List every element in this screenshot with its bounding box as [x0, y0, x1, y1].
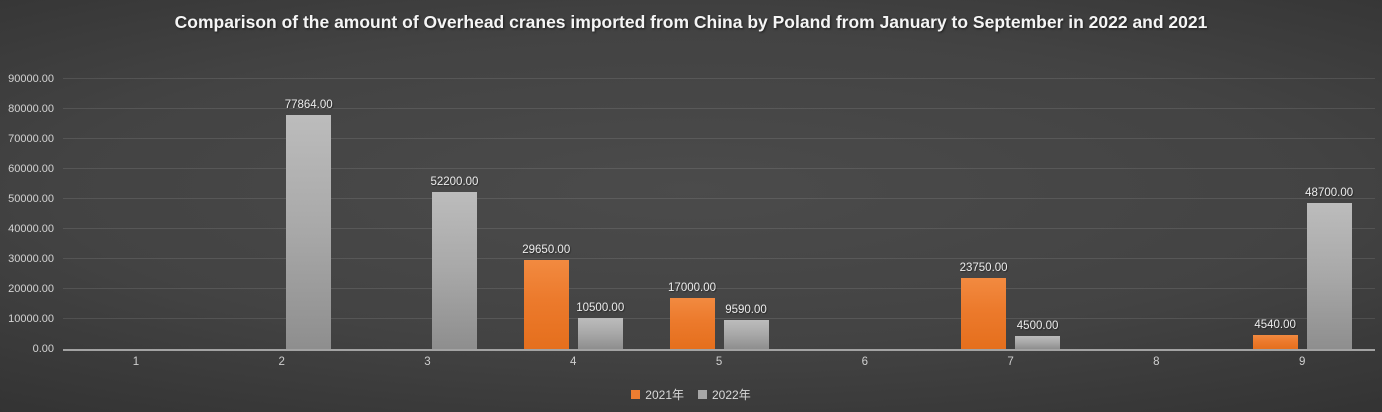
bar-2022年-month-5[interactable]: 9590.00	[723, 304, 769, 349]
bar-value-label: 29650.00	[522, 244, 571, 257]
chart-title-text: Comparison of the amount of Overhead cra…	[174, 12, 1208, 32]
bar-pair: 23750.00 4500.00	[960, 79, 1061, 349]
legend: 2021年 2022年	[0, 386, 1382, 403]
bar-2022年-month-4[interactable]: 10500.00	[576, 302, 624, 349]
bar-2022年-month-9[interactable]: 48700.00	[1305, 187, 1353, 349]
bar-slot	[1107, 79, 1152, 349]
bar-2021年-month-4[interactable]: 29650.00	[522, 244, 570, 349]
category-group-2: 77864.00 2	[209, 79, 355, 368]
bar-pair	[1107, 79, 1206, 349]
legend-label: 2022年	[712, 388, 751, 402]
bar-value-label: 4540.00	[1254, 319, 1296, 332]
y-tick-label: 70000.00	[8, 133, 54, 145]
y-tick-label: 40000.00	[8, 223, 54, 235]
gridline	[63, 198, 1375, 199]
x-tick-label: 5	[715, 356, 723, 368]
bar-2021年-month-9[interactable]: 4540.00	[1252, 319, 1298, 349]
bar-pair	[86, 79, 185, 349]
y-tick-label: 50000.00	[8, 193, 54, 205]
bar-pair	[815, 79, 914, 349]
bar-value-label: 23750.00	[959, 261, 1008, 274]
chart-title: Comparison of the amount of Overhead cra…	[0, 9, 1382, 35]
gridline	[63, 108, 1375, 109]
y-tick-label: 0.00	[32, 343, 54, 355]
bar-slot: 29650.00	[522, 79, 570, 349]
bar-pair: 77864.00	[232, 79, 333, 349]
category-group-4: 29650.00 10500.00 4	[500, 79, 646, 368]
bar-pair: 29650.00 10500.00	[522, 79, 624, 349]
y-tick-label: 20000.00	[8, 283, 54, 295]
category-group-9: 4540.00 48700.00 9	[1229, 79, 1375, 368]
category-group-1: 1	[63, 79, 209, 368]
bar-slot	[140, 79, 185, 349]
bar-slot: 48700.00	[1305, 79, 1353, 349]
category-group-6: 6	[792, 79, 938, 368]
category-group-5: 17000.00 9590.00 5	[646, 79, 792, 368]
bar-slot: 23750.00	[960, 79, 1008, 349]
bar-slot	[1161, 79, 1206, 349]
bar-pair: 17000.00 9590.00	[668, 79, 769, 349]
bar-slot: 52200.00	[430, 79, 478, 349]
category-group-7: 23750.00 4500.00 7	[938, 79, 1084, 368]
x-tick-label: 8	[1153, 356, 1160, 368]
bar-2022年-month-7[interactable]: 4500.00	[1015, 320, 1061, 349]
bar-value-label: 4500.00	[1016, 319, 1059, 332]
y-tick-label: 90000.00	[8, 73, 54, 85]
bar-value-label: 17000.00	[668, 282, 716, 294]
legend-item-2021年[interactable]: 2021年	[631, 386, 684, 403]
plot-area: 0.00 10000.00 20000.00 30000.00 40000.00 5000…	[8, 73, 1375, 368]
bar-slot	[869, 79, 914, 349]
bar-slot: 77864.00	[285, 79, 333, 349]
bar-2022年-month-3[interactable]: 52200.00	[430, 176, 478, 349]
gridline	[63, 168, 1375, 169]
gridline	[63, 258, 1375, 259]
bar-pair: 4540.00 48700.00	[1252, 79, 1353, 349]
x-tick-label: 9	[1298, 356, 1306, 368]
y-tick-label: 80000.00	[8, 103, 54, 115]
category-group-3: 52200.00 3	[355, 79, 501, 368]
bar-2022年-month-2[interactable]: 77864.00	[285, 99, 333, 349]
gridline	[63, 78, 1375, 79]
y-tick-label: 60000.00	[8, 163, 54, 175]
bar-slot	[232, 79, 277, 349]
legend-label: 2021年	[645, 388, 684, 402]
bar-value-label: 52200.00	[430, 176, 479, 189]
category-group-8: 8	[1083, 79, 1229, 368]
y-tick-label: 30000.00	[8, 253, 54, 265]
bar-slot: 10500.00	[576, 79, 624, 349]
legend-swatch-icon	[631, 390, 641, 399]
legend-swatch-icon	[698, 390, 707, 399]
bar-groups: 1 77864.00 2 52200.00 3 29650.00 10500.00 4 1700…	[63, 79, 1375, 368]
bar-slot	[86, 79, 131, 349]
gridline	[63, 318, 1375, 319]
gridline	[63, 228, 1375, 229]
bar-slot: 4540.00	[1252, 79, 1298, 349]
x-tick-label: 6	[861, 356, 868, 368]
bar-value-label: 77864.00	[284, 99, 333, 112]
x-tick-label: 7	[1007, 356, 1014, 368]
gridline	[63, 138, 1375, 139]
x-tick-label: 1	[132, 356, 140, 368]
bar-2021年-month-7[interactable]: 23750.00	[960, 262, 1008, 349]
bar-value-label: 9590.00	[725, 304, 767, 317]
gridline	[63, 288, 1375, 289]
bar-value-label: 10500.00	[576, 301, 625, 314]
bar-slot: 17000.00	[668, 79, 716, 349]
bar-slot	[378, 79, 423, 349]
bar-pair: 52200.00	[378, 79, 478, 349]
y-tick-label: 10000.00	[8, 313, 54, 325]
x-tick-label: 3	[424, 356, 431, 368]
bar-slot	[815, 79, 860, 349]
bar-slot: 4500.00	[1015, 79, 1061, 349]
x-tick-label: 2	[278, 356, 285, 368]
x-tick-label: 4	[570, 356, 577, 368]
bar-value-label: 48700.00	[1305, 186, 1354, 199]
bar-2021年-month-5[interactable]: 17000.00	[668, 282, 716, 349]
legend-item-2022年[interactable]: 2022年	[698, 386, 751, 403]
bar-slot: 9590.00	[723, 79, 769, 349]
